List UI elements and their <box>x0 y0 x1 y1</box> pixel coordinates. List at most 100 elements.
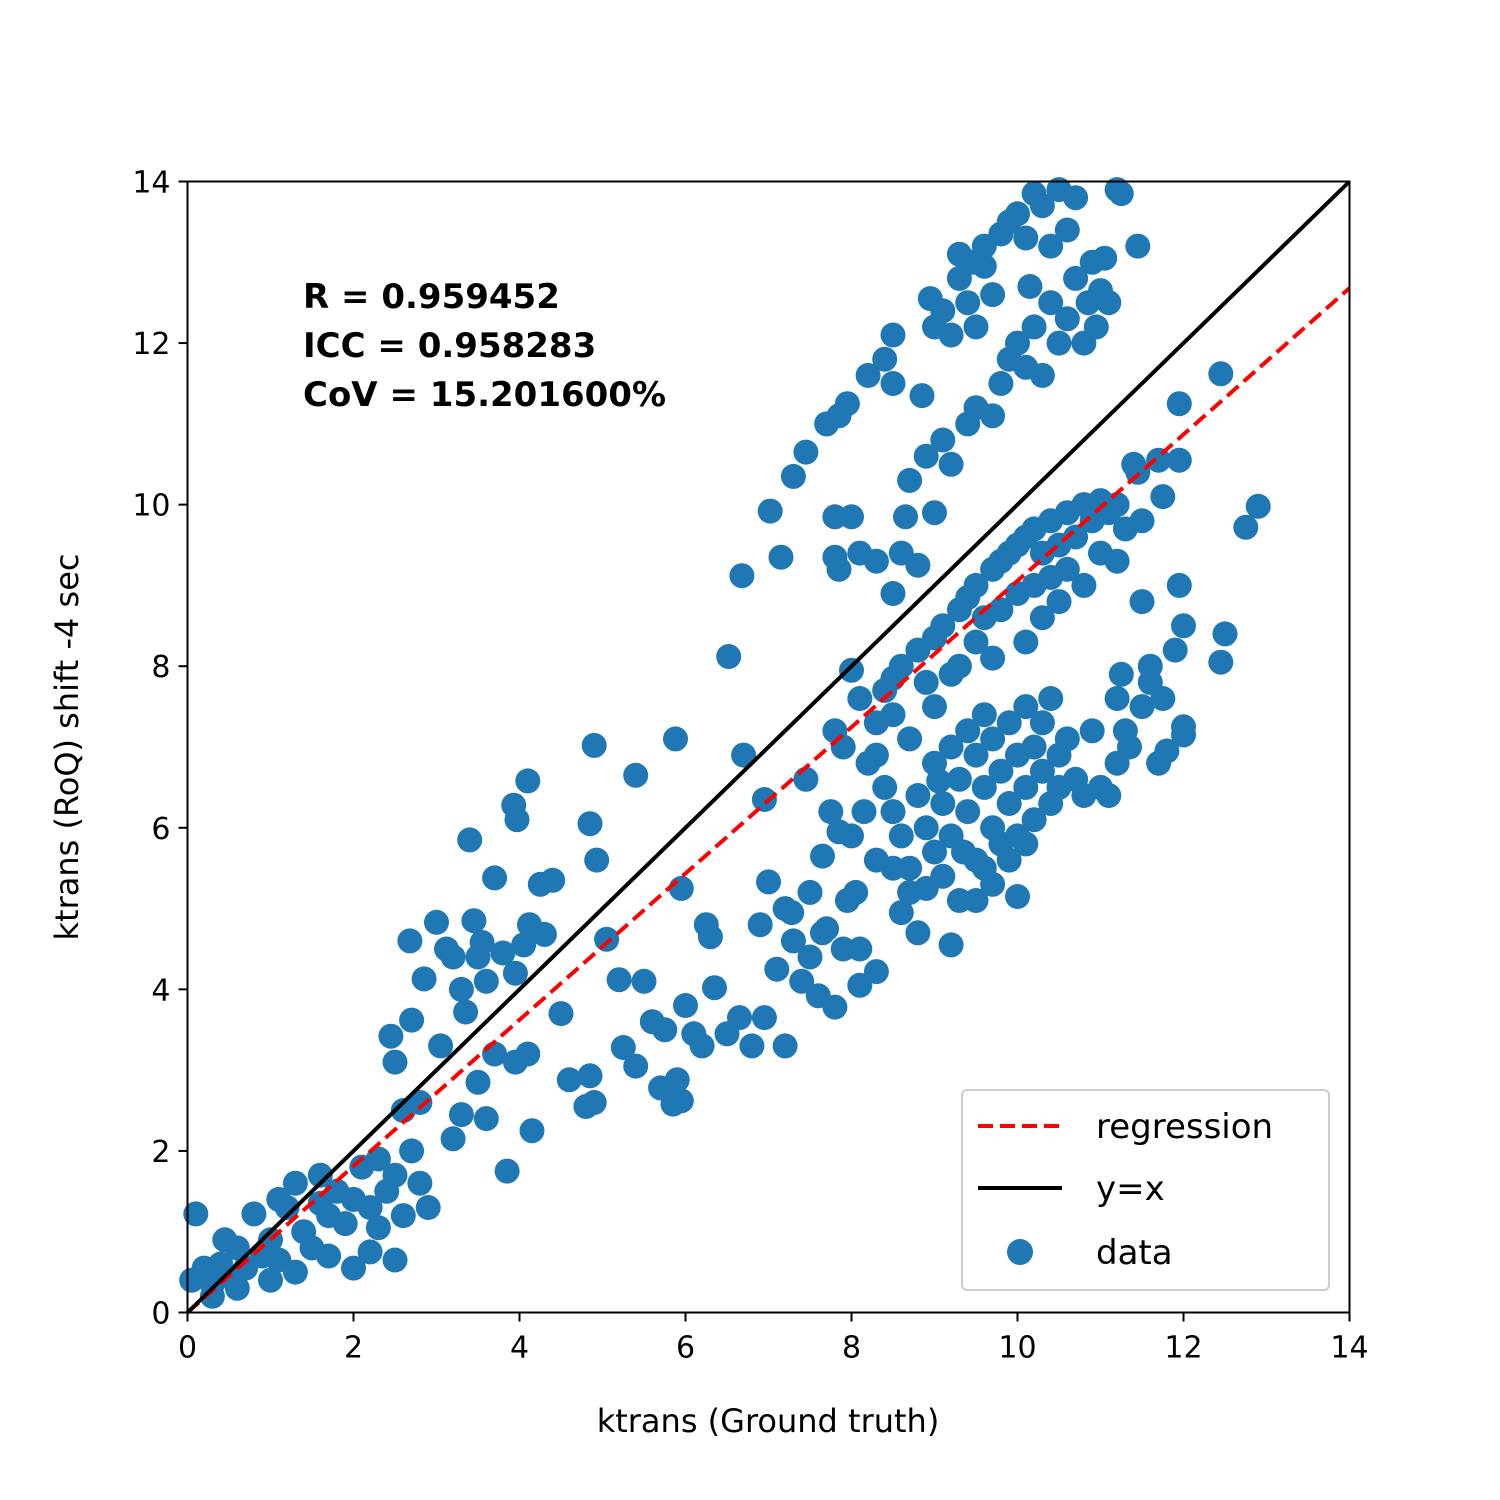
data-point <box>428 1033 454 1059</box>
data-point <box>880 799 906 825</box>
data-point <box>980 403 1006 429</box>
data-point <box>880 581 906 606</box>
data-point <box>888 900 914 926</box>
data-point <box>1079 718 1105 744</box>
data-point <box>963 629 989 655</box>
data-point <box>834 391 860 417</box>
data-point <box>826 556 852 582</box>
data-point <box>282 1170 308 1196</box>
data-point <box>1038 686 1064 711</box>
y-tick-label: 2 <box>151 1135 170 1170</box>
data-point <box>1005 884 1030 909</box>
data-point <box>751 787 777 812</box>
data-point <box>946 766 972 792</box>
data-point <box>1038 290 1064 316</box>
data-point <box>399 1138 425 1164</box>
data-point <box>988 758 1014 784</box>
data-point <box>1162 637 1188 663</box>
data-point <box>357 1195 383 1220</box>
identity-line <box>186 180 1351 1314</box>
data-point <box>1029 362 1055 388</box>
legend-box <box>961 1089 1330 1291</box>
data-point <box>863 959 889 985</box>
data-point <box>772 1033 798 1059</box>
data-point <box>494 1158 520 1184</box>
data-point <box>610 1035 636 1060</box>
data-point <box>1013 225 1039 251</box>
data-point <box>951 839 976 865</box>
data-point <box>390 1203 416 1229</box>
data-point <box>577 1063 603 1089</box>
data-point <box>1054 726 1080 752</box>
data-point <box>1038 233 1064 259</box>
data-point <box>818 799 844 825</box>
y-tick-label: 6 <box>151 812 170 847</box>
data-point <box>1013 831 1039 857</box>
data-point <box>407 1170 433 1196</box>
data-points <box>179 177 1271 1309</box>
x-tick-label: 14 <box>1330 1331 1368 1366</box>
data-point <box>747 912 773 938</box>
data-point <box>424 909 449 935</box>
data-point <box>577 811 603 837</box>
data-point <box>465 1069 491 1095</box>
data-point <box>668 1088 694 1114</box>
data-point <box>830 936 856 962</box>
data-point <box>457 827 483 853</box>
data-point <box>905 552 931 578</box>
data-point <box>764 956 790 982</box>
data-point <box>664 1067 690 1093</box>
reference-lines <box>186 180 1351 1315</box>
data-point <box>581 1090 607 1115</box>
data-point <box>399 1007 425 1033</box>
data-point <box>1208 649 1234 675</box>
data-point <box>810 843 835 869</box>
data-point <box>473 1106 499 1132</box>
data-point <box>963 742 989 768</box>
data-point <box>515 1041 541 1067</box>
data-point <box>843 879 869 905</box>
data-point <box>504 807 530 833</box>
x-tick-label: 10 <box>998 1331 1036 1366</box>
legend-regression-label: regression <box>1096 1107 1273 1147</box>
data-point <box>729 563 755 589</box>
data-point <box>855 362 881 388</box>
data-point <box>938 322 964 348</box>
data-point <box>1046 330 1072 356</box>
data-point <box>913 443 939 469</box>
data-point <box>440 944 466 970</box>
data-point <box>938 932 964 958</box>
data-point <box>1108 661 1134 687</box>
data-point <box>797 879 823 905</box>
y-tick-label: 10 <box>132 489 170 524</box>
data-point <box>996 847 1022 873</box>
x-tick-label: 8 <box>842 1331 861 1366</box>
data-point <box>1150 484 1176 510</box>
data-point <box>1245 493 1271 519</box>
data-point <box>980 645 1006 671</box>
data-point <box>905 920 931 946</box>
data-point <box>453 999 479 1025</box>
data-point <box>1108 181 1134 207</box>
data-point <box>1083 314 1109 340</box>
data-point <box>1104 492 1130 518</box>
data-point <box>716 644 742 669</box>
data-point <box>727 1005 752 1031</box>
stat-r-value: R = 0.959452 <box>303 277 560 317</box>
data-point <box>922 500 947 526</box>
data-point <box>930 613 956 639</box>
data-point <box>1171 613 1196 639</box>
data-point <box>1129 589 1155 615</box>
data-point <box>880 371 906 396</box>
data-point <box>789 968 815 994</box>
x-tick-label: 12 <box>1164 1331 1202 1366</box>
data-point <box>183 1201 209 1227</box>
data-point <box>905 783 931 808</box>
data-point <box>382 1247 408 1273</box>
data-point <box>1166 572 1192 598</box>
data-point <box>511 932 537 958</box>
legend: regression y=x data <box>961 1089 1330 1291</box>
data-point <box>606 967 632 993</box>
data-point <box>731 742 757 768</box>
